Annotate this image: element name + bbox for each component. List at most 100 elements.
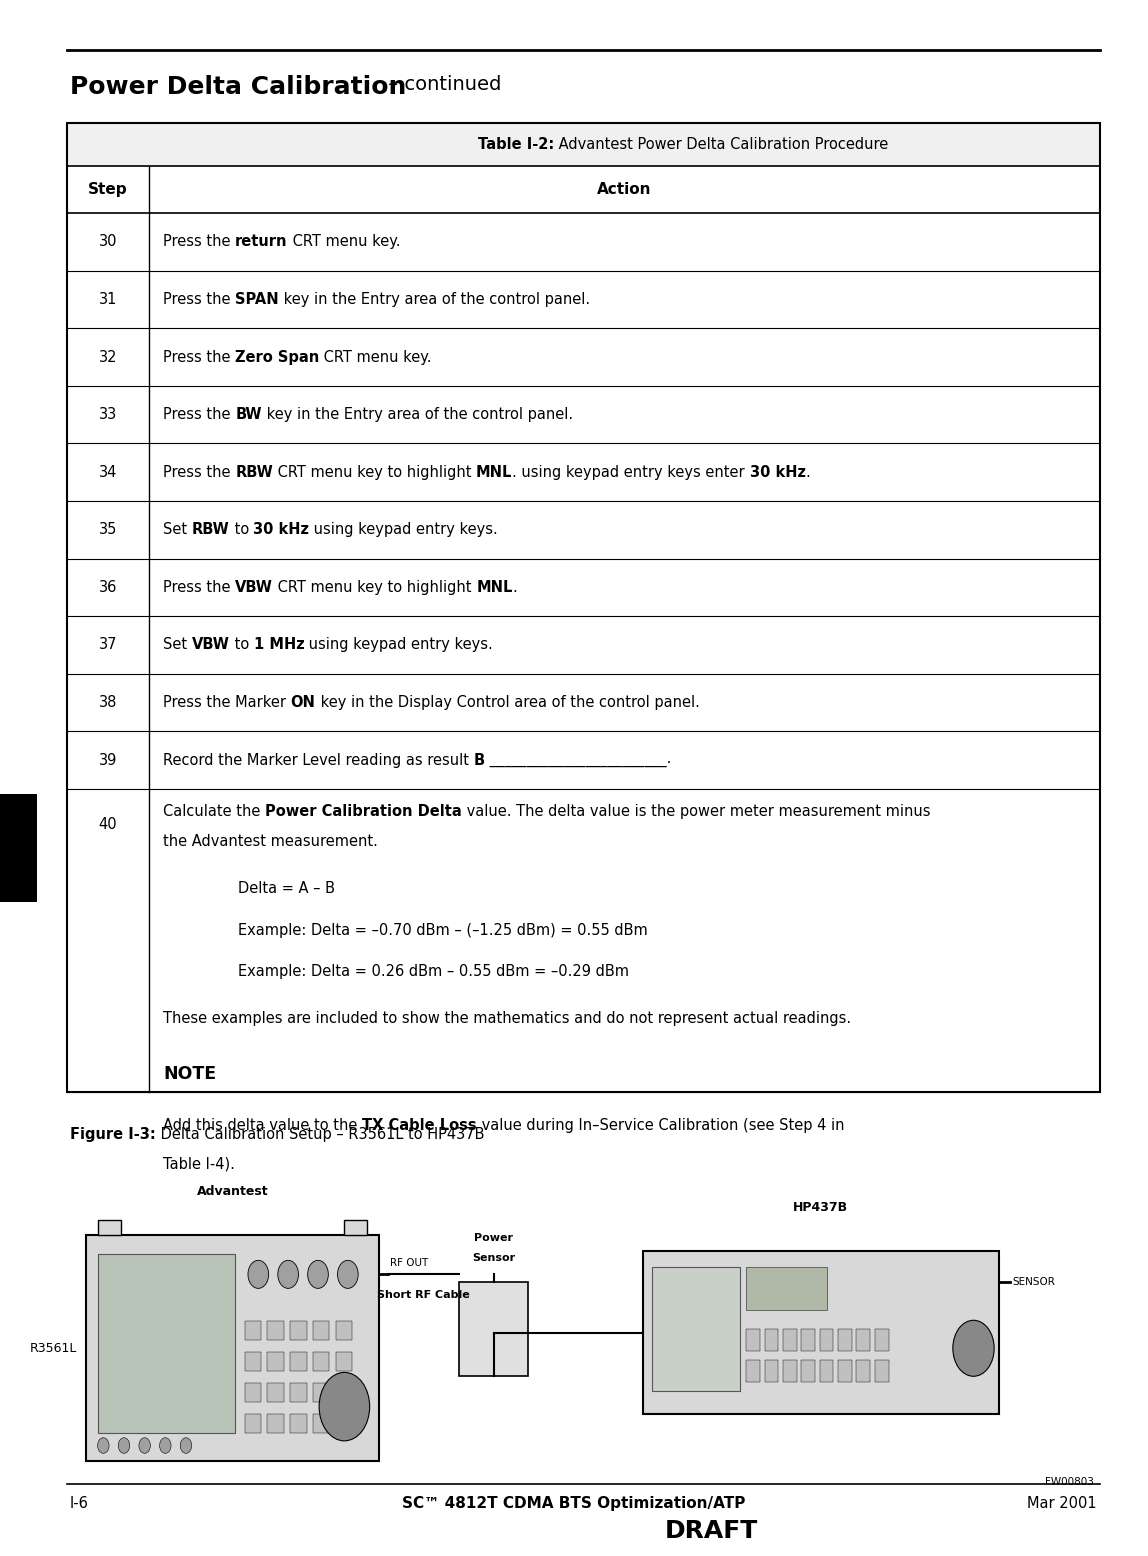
Text: Delta Calibration Setup – R3561L to HP437B: Delta Calibration Setup – R3561L to HP43… — [156, 1127, 484, 1142]
Text: SPAN: SPAN — [235, 293, 279, 307]
Bar — [336, 1414, 352, 1433]
Circle shape — [338, 1260, 358, 1288]
Text: Zero Span: Zero Span — [235, 350, 319, 364]
Bar — [336, 1352, 352, 1371]
Bar — [838, 1329, 852, 1351]
Text: CRT menu key.: CRT menu key. — [288, 235, 401, 249]
Text: Advantest Power Delta Calibration Procedure: Advantest Power Delta Calibration Proced… — [554, 137, 889, 152]
Text: MNL: MNL — [476, 465, 512, 479]
Bar — [290, 1414, 307, 1433]
Bar — [313, 1321, 329, 1340]
Text: Press the: Press the — [163, 580, 235, 594]
Bar — [783, 1329, 797, 1351]
Text: Press the: Press the — [163, 465, 235, 479]
Text: Power Calibration Delta: Power Calibration Delta — [265, 804, 461, 820]
Bar — [245, 1414, 261, 1433]
Text: to: to — [230, 523, 254, 537]
Text: – continued: – continued — [382, 75, 502, 93]
Text: CRT menu key to highlight: CRT menu key to highlight — [273, 580, 476, 594]
Bar — [267, 1414, 284, 1433]
Text: Press the: Press the — [163, 350, 235, 364]
Text: using keypad entry keys.: using keypad entry keys. — [304, 638, 492, 652]
Text: . using keypad entry keys enter: . using keypad entry keys enter — [512, 465, 750, 479]
Text: key in the Entry area of the control panel.: key in the Entry area of the control pan… — [279, 293, 590, 307]
Text: Press the: Press the — [163, 408, 235, 422]
Text: Press the: Press the — [163, 293, 235, 307]
Text: Set: Set — [163, 523, 192, 537]
Text: I: I — [15, 839, 22, 857]
Text: 30: 30 — [99, 235, 117, 249]
Text: CRT menu key to highlight: CRT menu key to highlight — [273, 465, 476, 479]
Bar — [746, 1329, 760, 1351]
Text: Figure I-3:: Figure I-3: — [70, 1127, 156, 1142]
Circle shape — [248, 1260, 269, 1288]
Circle shape — [139, 1438, 150, 1453]
Bar — [267, 1383, 284, 1402]
Bar — [856, 1329, 870, 1351]
Text: 37: 37 — [99, 638, 117, 652]
Text: RBW: RBW — [235, 465, 273, 479]
Bar — [290, 1352, 307, 1371]
Text: Record the Marker Level reading as result: Record the Marker Level reading as resul… — [163, 753, 474, 767]
Text: Set: Set — [163, 638, 192, 652]
Text: Action: Action — [597, 182, 652, 198]
Bar — [0, 794, 37, 902]
Text: ON: ON — [290, 696, 316, 710]
Text: Press the Marker: Press the Marker — [163, 696, 290, 710]
Bar — [820, 1329, 833, 1351]
Bar — [86, 1235, 379, 1461]
Text: value. The delta value is the power meter measurement minus: value. The delta value is the power mete… — [461, 804, 930, 820]
Text: 32: 32 — [99, 350, 117, 364]
Bar — [267, 1352, 284, 1371]
Text: ________________________.: ________________________. — [484, 753, 672, 767]
Text: CRT menu key.: CRT menu key. — [319, 350, 432, 364]
Bar — [245, 1352, 261, 1371]
Circle shape — [953, 1321, 994, 1377]
Circle shape — [278, 1260, 298, 1288]
Text: 1 MHz: 1 MHz — [254, 638, 304, 652]
Text: Power: Power — [474, 1234, 513, 1243]
Bar — [344, 1220, 367, 1235]
Bar — [820, 1360, 833, 1382]
Circle shape — [160, 1438, 171, 1453]
Text: .: . — [512, 580, 518, 594]
Bar — [856, 1360, 870, 1382]
Text: HP437B: HP437B — [793, 1201, 848, 1214]
Text: Table I-2:: Table I-2: — [479, 137, 554, 152]
Text: VBW: VBW — [192, 638, 230, 652]
Bar — [336, 1383, 352, 1402]
Bar — [801, 1329, 815, 1351]
Bar — [245, 1321, 261, 1340]
Text: Delta = A – B: Delta = A – B — [238, 881, 334, 896]
Bar — [643, 1251, 999, 1414]
Text: FW00803: FW00803 — [1045, 1477, 1094, 1486]
Bar — [313, 1383, 329, 1402]
Bar — [783, 1360, 797, 1382]
Circle shape — [118, 1438, 130, 1453]
Bar — [652, 1267, 740, 1391]
Text: Table I-4).: Table I-4). — [163, 1156, 235, 1172]
Circle shape — [98, 1438, 109, 1453]
Text: 36: 36 — [99, 580, 117, 594]
Text: 38: 38 — [99, 696, 117, 710]
Bar — [801, 1360, 815, 1382]
Bar — [765, 1360, 778, 1382]
Text: 40: 40 — [99, 817, 117, 832]
Bar — [875, 1329, 889, 1351]
Bar — [267, 1321, 284, 1340]
Text: 30 kHz: 30 kHz — [750, 465, 806, 479]
Text: .: . — [806, 465, 810, 479]
Bar — [746, 1267, 827, 1310]
Bar — [313, 1352, 329, 1371]
Text: Calculate the: Calculate the — [163, 804, 265, 820]
Text: 30 kHz: 30 kHz — [254, 523, 310, 537]
Bar — [67, 123, 1100, 166]
Bar — [245, 1383, 261, 1402]
Bar — [838, 1360, 852, 1382]
Bar — [290, 1321, 307, 1340]
Bar — [459, 1282, 528, 1376]
Text: Step: Step — [88, 182, 127, 198]
Bar — [765, 1329, 778, 1351]
Text: SENSOR: SENSOR — [1013, 1277, 1055, 1287]
Bar — [67, 123, 1100, 1092]
